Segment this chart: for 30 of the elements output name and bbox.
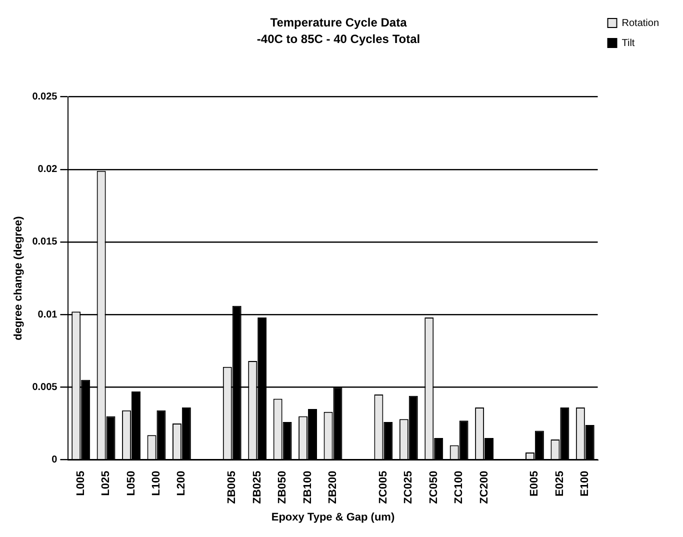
x-tick-label: ZC005 (377, 470, 390, 504)
x-tick-label: ZC025 (402, 470, 415, 504)
x-tick-label: ZB200 (327, 470, 340, 504)
x-tick-label: L100 (150, 470, 163, 496)
x-tick-label: ZB050 (276, 470, 289, 504)
x-tick-label: ZB005 (226, 470, 238, 504)
y-tick-label: 0.015 (32, 236, 58, 248)
y-axis-title: degree change (degree) (12, 216, 25, 340)
x-tick-label: ZC100 (453, 470, 466, 504)
x-tick-label: E005 (528, 470, 541, 496)
x-axis-title: Epoxy Type & Gap (um) (271, 511, 395, 524)
x-tick-label: ZB100 (302, 470, 314, 504)
x-tick-label: L200 (176, 470, 188, 496)
y-tick-label: 0.02 (38, 164, 58, 176)
x-tick-label: ZB025 (251, 470, 264, 504)
x-tick-label: L025 (100, 470, 112, 496)
x-tick-label: L005 (74, 470, 87, 496)
y-tick-label: 0.01 (38, 309, 58, 320)
y-tick-label: 0.025 (32, 92, 58, 103)
x-tick-label: ZC200 (478, 470, 490, 504)
chart-title: Temperature Cycle Data (270, 16, 408, 30)
x-tick-label: L050 (125, 470, 138, 496)
chart-subtitle: -40C to 85C - 40 Cycles Total (256, 32, 420, 46)
legend-label: Rotation (622, 18, 660, 29)
legend-label: Tilt (622, 38, 635, 49)
x-tick-label: E025 (554, 470, 566, 496)
y-tick-label: 0.005 (32, 382, 58, 393)
y-tick-label: 0 (52, 454, 58, 466)
x-tick-label: E100 (579, 470, 592, 496)
x-tick-label: ZC050 (428, 470, 440, 504)
